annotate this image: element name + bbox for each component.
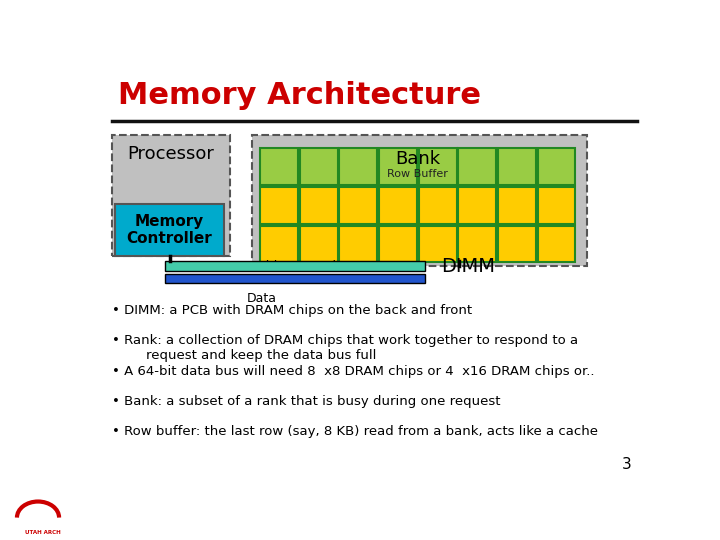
Bar: [538, 148, 575, 185]
Bar: [538, 226, 575, 262]
Bar: [260, 226, 298, 262]
Text: Memory
Controller: Memory Controller: [127, 214, 212, 246]
Bar: [339, 226, 377, 262]
Bar: [339, 148, 377, 185]
Text: UTAH ARCH: UTAH ARCH: [25, 530, 61, 535]
Bar: [300, 148, 338, 185]
FancyBboxPatch shape: [252, 136, 587, 266]
Bar: [379, 148, 417, 185]
FancyBboxPatch shape: [115, 204, 224, 256]
Bar: [538, 187, 575, 224]
Text: 3: 3: [621, 457, 631, 472]
Bar: [166, 261, 425, 271]
Bar: [498, 187, 536, 224]
Bar: [459, 148, 496, 185]
Bar: [418, 187, 456, 224]
Bar: [379, 226, 417, 262]
Bar: [498, 226, 536, 262]
Text: • Rank: a collection of DRAM chips that work together to respond to a
        re: • Rank: a collection of DRAM chips that …: [112, 334, 578, 362]
Text: • Bank: a subset of a rank that is busy during one request: • Bank: a subset of a rank that is busy …: [112, 395, 501, 408]
Text: Processor: Processor: [127, 145, 215, 163]
FancyBboxPatch shape: [112, 136, 230, 256]
Text: DIMM: DIMM: [441, 256, 495, 275]
Text: Data: Data: [246, 292, 276, 305]
Bar: [260, 187, 298, 224]
Text: Memory Architecture: Memory Architecture: [118, 82, 481, 111]
Bar: [300, 226, 338, 262]
Text: • Row buffer: the last row (say, 8 KB) read from a bank, acts like a cache: • Row buffer: the last row (say, 8 KB) r…: [112, 426, 598, 438]
Bar: [300, 187, 338, 224]
Bar: [498, 148, 536, 185]
Text: Address/Cmd: Address/Cmd: [253, 260, 336, 273]
Text: Row Buffer: Row Buffer: [387, 169, 449, 179]
Bar: [339, 187, 377, 224]
Bar: [379, 187, 417, 224]
Text: Bank: Bank: [395, 150, 441, 168]
Text: • DIMM: a PCB with DRAM chips on the back and front: • DIMM: a PCB with DRAM chips on the bac…: [112, 304, 472, 317]
Bar: [166, 274, 425, 283]
Bar: [418, 226, 456, 262]
Bar: [459, 226, 496, 262]
Bar: [260, 148, 298, 185]
Bar: [459, 187, 496, 224]
Bar: [418, 148, 456, 185]
Text: • A 64-bit data bus will need 8  x8 DRAM chips or 4  x16 DRAM chips or..: • A 64-bit data bus will need 8 x8 DRAM …: [112, 364, 595, 377]
